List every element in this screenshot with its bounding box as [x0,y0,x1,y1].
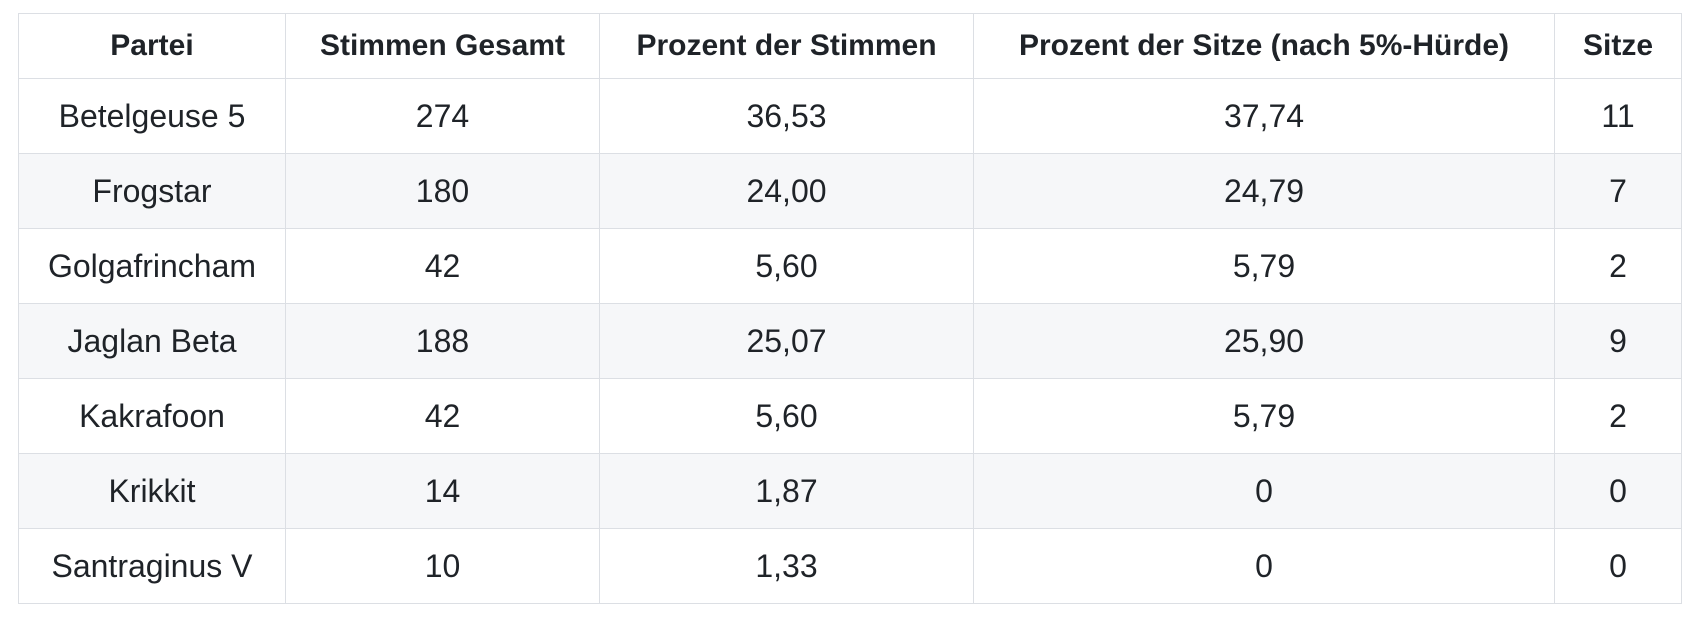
party-cell: Golgafrincham [18,228,286,304]
seat-percent-cell: 0 [973,453,1555,529]
header-prozent-der-sitze: Prozent der Sitze (nach 5%-Hürde) [973,13,1555,79]
table-row-frogstar: Frogstar 180 24,00 24,79 7 [18,153,1682,229]
header-partei: Partei [18,13,286,79]
vote-percent-cell: 24,00 [599,153,974,229]
votes-total-cell: 188 [285,303,600,379]
table-row-santraginus-v: Santraginus V 10 1,33 0 0 [18,528,1682,604]
party-cell: Jaglan Beta [18,303,286,379]
seats-cell: 7 [1554,153,1682,229]
seats-cell: 0 [1554,528,1682,604]
vote-percent-cell: 25,07 [599,303,974,379]
header-stimmen-gesamt: Stimmen Gesamt [285,13,600,79]
party-cell: Betelgeuse 5 [18,78,286,154]
page: { "colors": { "background": "#ffffff", "… [0,13,1698,631]
votes-total-cell: 14 [285,453,600,529]
seats-cell: 2 [1554,228,1682,304]
table-row-jaglan-beta: Jaglan Beta 188 25,07 25,90 9 [18,303,1682,379]
header-sitze: Sitze [1554,13,1682,79]
votes-total-cell: 274 [285,78,600,154]
party-cell: Santraginus V [18,528,286,604]
vote-percent-cell: 5,60 [599,228,974,304]
seat-percent-cell: 24,79 [973,153,1555,229]
party-cell: Krikkit [18,453,286,529]
seat-percent-cell: 5,79 [973,378,1555,454]
election-results-table: Partei Stimmen Gesamt Prozent der Stimme… [18,13,1682,604]
seats-cell: 9 [1554,303,1682,379]
votes-total-cell: 180 [285,153,600,229]
votes-total-cell: 10 [285,528,600,604]
seat-percent-cell: 5,79 [973,228,1555,304]
table-row-kakrafoon: Kakrafoon 42 5,60 5,79 2 [18,378,1682,454]
seat-percent-cell: 0 [973,528,1555,604]
vote-percent-cell: 5,60 [599,378,974,454]
seats-cell: 11 [1554,78,1682,154]
table-header: Partei Stimmen Gesamt Prozent der Stimme… [18,13,1682,79]
seats-cell: 0 [1554,453,1682,529]
table-row-golgafrincham: Golgafrincham 42 5,60 5,79 2 [18,228,1682,304]
header-row: Partei Stimmen Gesamt Prozent der Stimme… [18,13,1682,79]
seat-percent-cell: 25,90 [973,303,1555,379]
votes-total-cell: 42 [285,228,600,304]
seat-percent-cell: 37,74 [973,78,1555,154]
party-cell: Frogstar [18,153,286,229]
table-body: Betelgeuse 5 274 36,53 37,74 11 Frogstar… [18,78,1682,604]
party-cell: Kakrafoon [18,378,286,454]
vote-percent-cell: 1,87 [599,453,974,529]
vote-percent-cell: 36,53 [599,78,974,154]
votes-total-cell: 42 [285,378,600,454]
table-row-krikkit: Krikkit 14 1,87 0 0 [18,453,1682,529]
vote-percent-cell: 1,33 [599,528,974,604]
table-row-betelgeuse-5: Betelgeuse 5 274 36,53 37,74 11 [18,78,1682,154]
header-prozent-der-stimmen: Prozent der Stimmen [599,13,974,79]
seats-cell: 2 [1554,378,1682,454]
